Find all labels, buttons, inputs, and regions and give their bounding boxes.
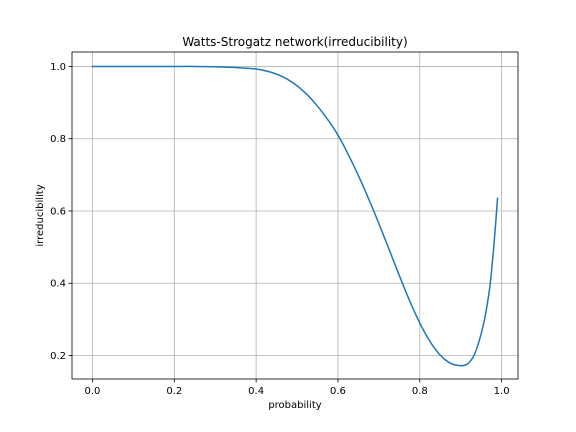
series-line-0 [91,65,499,367]
x-tick-label: 1.0 [494,386,510,397]
y-tick-label: 0.8 [50,134,66,145]
x-tick-label: 0.2 [166,386,182,397]
y-tick-label: 1.0 [50,62,66,73]
x-axis: 0.0 0.2 0.4 0.6 0.8 1.0 [85,379,510,397]
x-tick-label: 0.6 [330,386,346,397]
y-tick-label: 0.4 [50,279,66,290]
y-axis: 0.2 0.4 0.6 0.8 1.0 [50,62,72,362]
y-tick-label: 0.6 [50,206,66,217]
chart-title: Watts-Strogatz network(irreducibility) [182,35,407,49]
series-layer [91,65,499,367]
y-tick-label: 0.2 [50,351,66,362]
grid [72,52,518,379]
x-axis-label: probability [268,400,321,411]
x-tick-label: 0.0 [85,386,101,397]
y-axis-label: irreducibility [35,184,46,246]
x-tick-label: 0.4 [248,386,264,397]
plot-frame [71,51,519,380]
plot-area [72,52,518,379]
x-tick-label: 0.8 [412,386,428,397]
